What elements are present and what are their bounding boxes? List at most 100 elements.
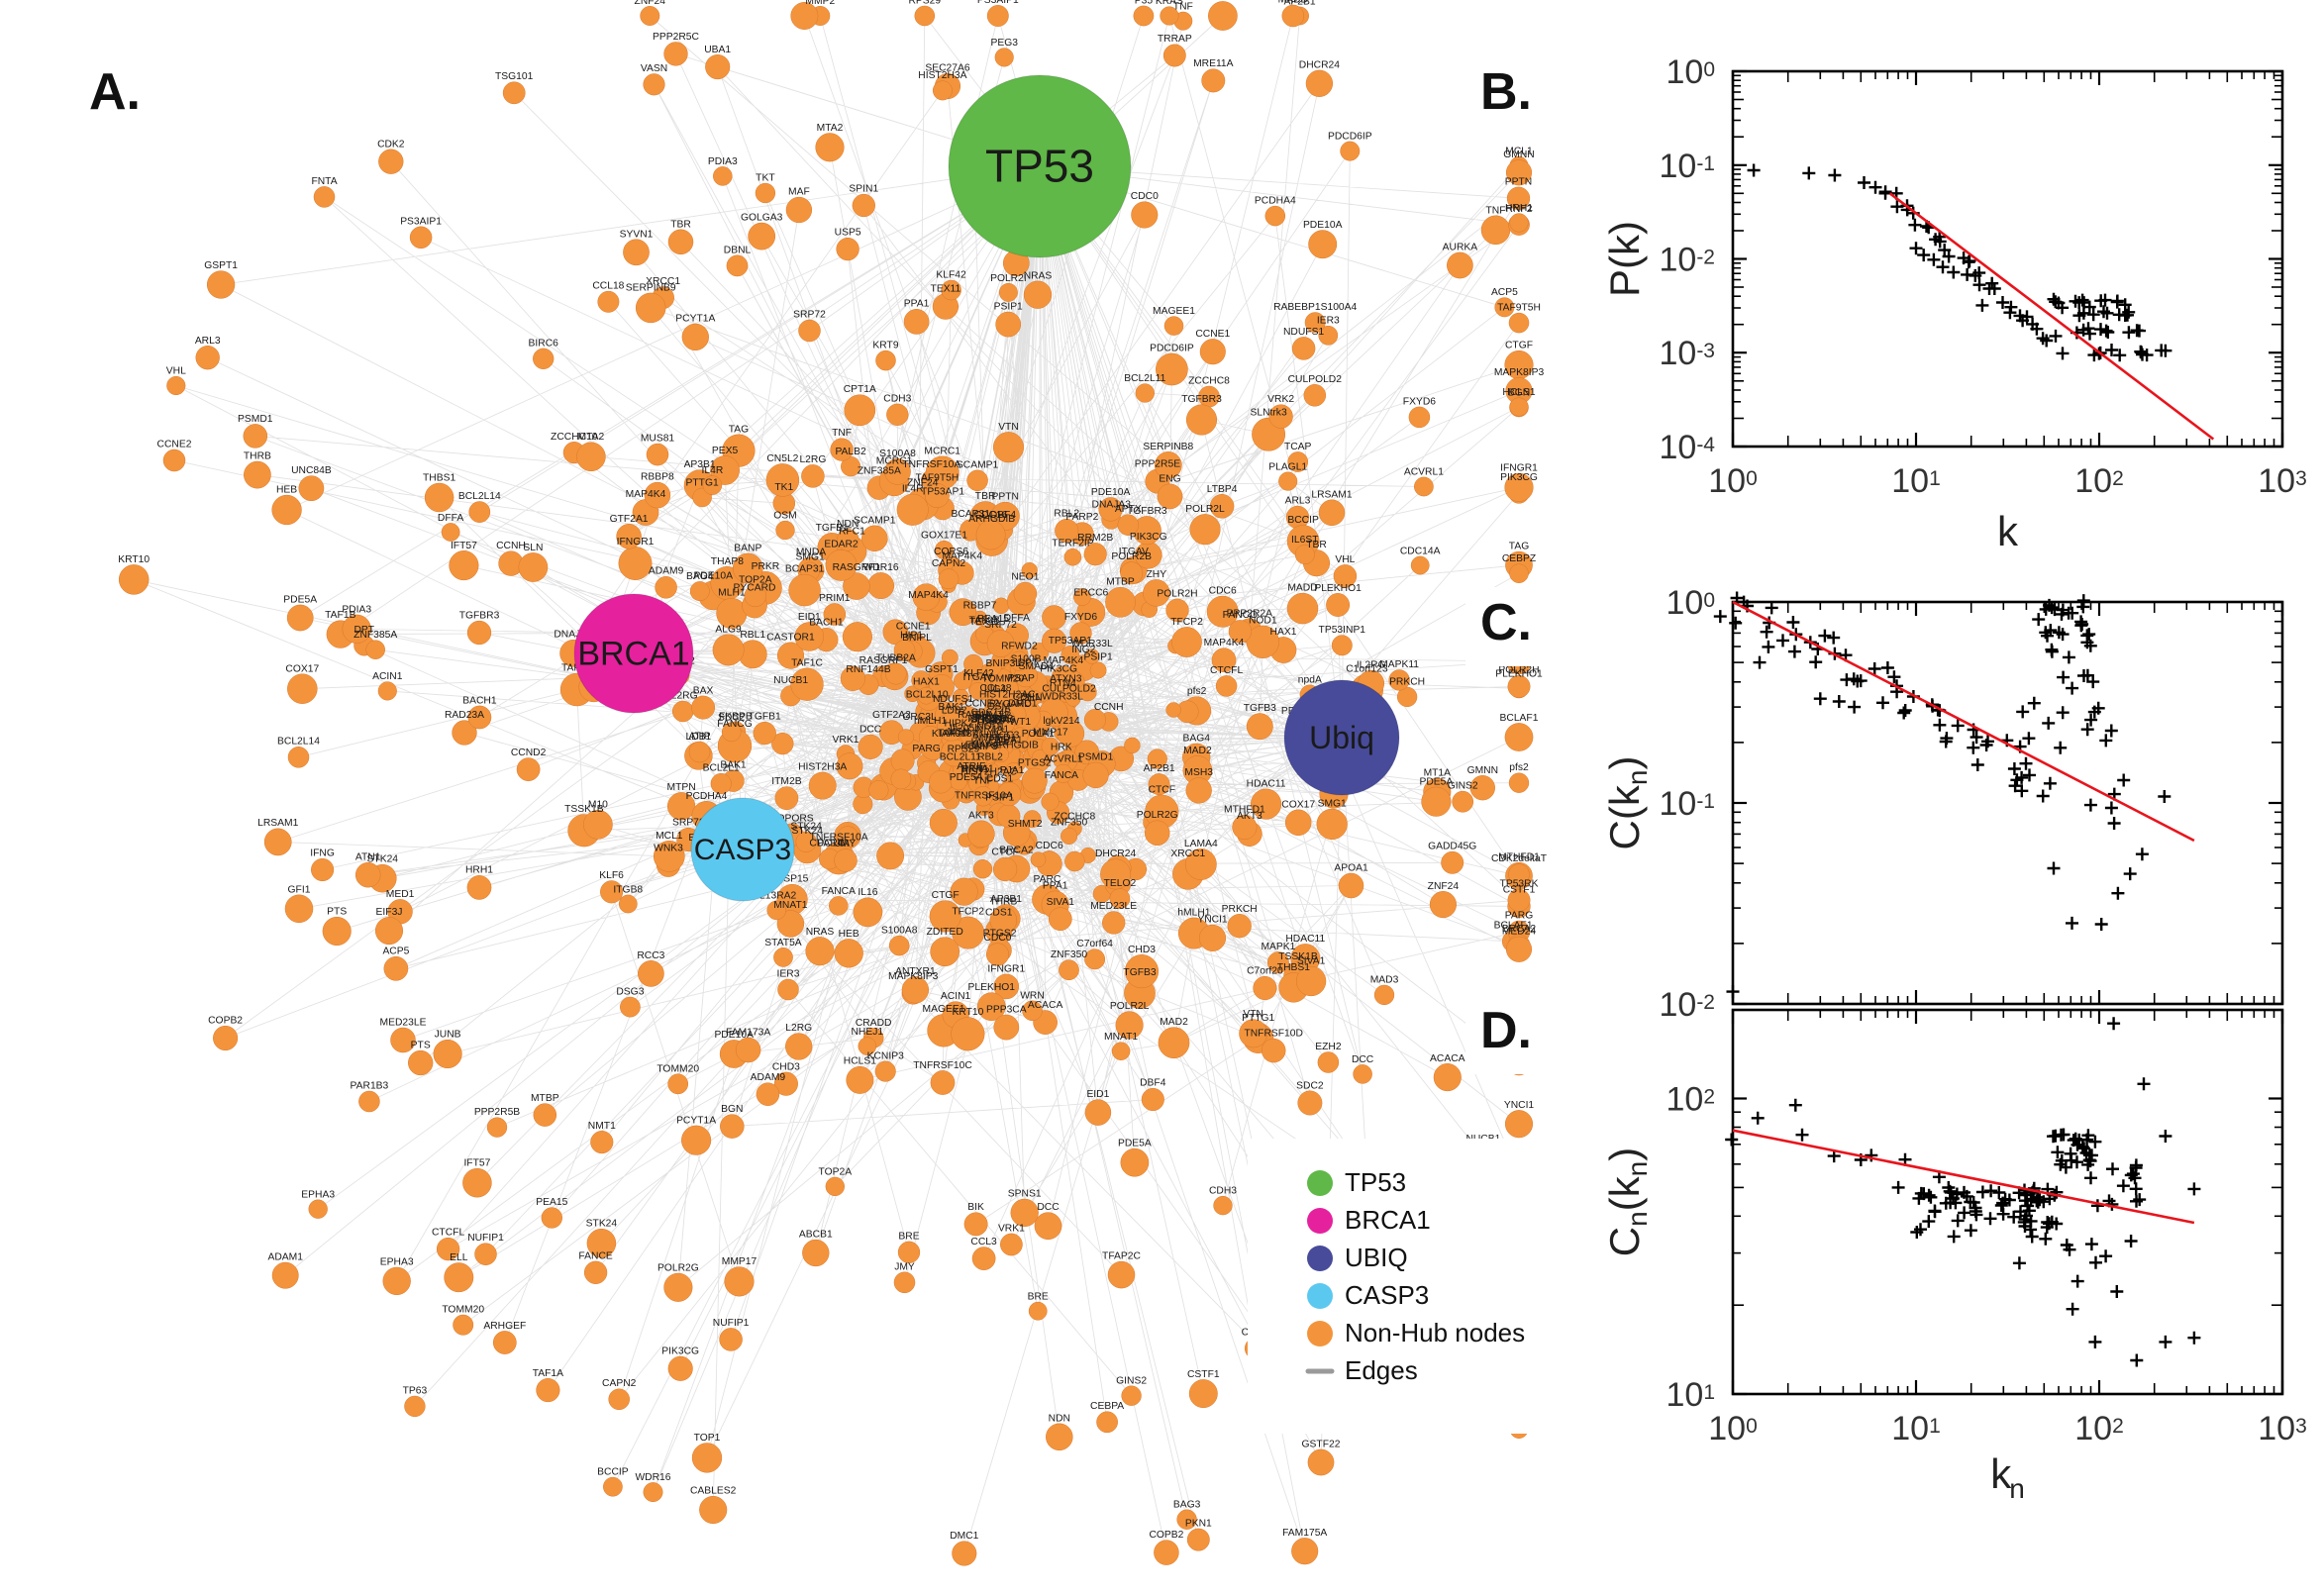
svg-text:PIK3CG: PIK3CG xyxy=(661,1347,699,1357)
svg-text:AURKA: AURKA xyxy=(1443,242,1478,252)
svg-text:MAPK1: MAPK1 xyxy=(1261,942,1295,952)
svg-text:MCL1: MCL1 xyxy=(656,831,683,842)
svg-text:pfs2: pfs2 xyxy=(1187,686,1207,697)
svg-text:BCCIP: BCCIP xyxy=(597,1467,629,1478)
svg-text:HRH1: HRH1 xyxy=(465,865,493,876)
svg-text:HIST2H3A: HIST2H3A xyxy=(918,70,966,81)
svg-text:L2RG: L2RG xyxy=(799,454,826,465)
svg-text:FANCA: FANCA xyxy=(822,886,856,897)
svg-text:EPHA3: EPHA3 xyxy=(301,1189,335,1200)
svg-text:WNK3: WNK3 xyxy=(654,844,683,854)
svg-text:IFNGR1: IFNGR1 xyxy=(1500,463,1538,474)
svg-text:ACVRL1: ACVRL1 xyxy=(1404,466,1444,477)
svg-text:BRCA1: BRCA1 xyxy=(577,636,689,673)
svg-text:GOX17E1: GOX17E1 xyxy=(921,531,967,542)
svg-text:TNF: TNF xyxy=(832,428,852,439)
svg-text:TNFRSF10C: TNFRSF10C xyxy=(913,1060,972,1071)
svg-text:BCAP31: BCAP31 xyxy=(785,564,825,575)
svg-text:TP53: TP53 xyxy=(985,141,1094,192)
svg-text:MADD: MADD xyxy=(1278,0,1308,6)
svg-text:SMG1: SMG1 xyxy=(1318,798,1347,809)
svg-text:WT1: WT1 xyxy=(1009,717,1031,728)
svg-text:BGN: BGN xyxy=(721,1104,743,1115)
svg-text:LIG4: LIG4 xyxy=(984,684,1007,695)
svg-text:USP5: USP5 xyxy=(835,228,861,239)
svg-text:TCAP: TCAP xyxy=(1284,442,1312,452)
svg-text:RRM2B: RRM2B xyxy=(1077,533,1113,544)
svg-text:PTTG1: PTTG1 xyxy=(686,478,719,489)
svg-text:LTBP4: LTBP4 xyxy=(1207,484,1238,495)
svg-text:ACP5: ACP5 xyxy=(1491,287,1518,298)
svg-text:GSPT1: GSPT1 xyxy=(204,260,238,271)
svg-text:PSIP1: PSIP1 xyxy=(1083,651,1112,662)
svg-text:CN5L2: CN5L2 xyxy=(766,453,798,464)
svg-text:VRK1: VRK1 xyxy=(833,735,859,746)
svg-text:ATN1: ATN1 xyxy=(355,852,381,863)
svg-text:DBNL: DBNL xyxy=(724,245,752,255)
svg-text:IFNGR1: IFNGR1 xyxy=(617,537,655,548)
svg-text:RBBP7: RBBP7 xyxy=(963,600,997,611)
svg-text:COPB2: COPB2 xyxy=(208,1016,243,1027)
svg-text:ANTXR1: ANTXR1 xyxy=(895,966,936,977)
svg-text:PEX5: PEX5 xyxy=(712,446,739,456)
svg-text:npdA: npdA xyxy=(1298,674,1322,685)
svg-text:SMG1: SMG1 xyxy=(796,552,825,563)
svg-text:CDC0: CDC0 xyxy=(983,933,1011,944)
svg-text:DCC: DCC xyxy=(859,725,882,736)
svg-text:MADD: MADD xyxy=(1287,583,1317,594)
svg-text:KRT10: KRT10 xyxy=(118,554,150,565)
svg-text:TBR: TBR xyxy=(670,219,691,230)
svg-text:CHD3: CHD3 xyxy=(772,1062,800,1073)
svg-text:HRH1: HRH1 xyxy=(1505,203,1533,214)
svg-text:POLR2H: POLR2H xyxy=(1157,589,1197,600)
svg-text:TGFBR3: TGFBR3 xyxy=(1181,394,1222,405)
svg-text:IFT57: IFT57 xyxy=(463,1158,490,1169)
svg-text:PIK3CG: PIK3CG xyxy=(1130,532,1167,543)
svg-text:UBA1: UBA1 xyxy=(704,45,731,55)
svg-text:ACP5: ACP5 xyxy=(382,947,409,957)
svg-text:BCL2L1: BCL2L1 xyxy=(703,763,740,774)
svg-text:RABEBP1S100A4: RABEBP1S100A4 xyxy=(1273,302,1357,313)
svg-text:YNCI1: YNCI1 xyxy=(1504,1100,1535,1111)
svg-text:ACIN1: ACIN1 xyxy=(941,991,971,1002)
svg-text:CSTF1: CSTF1 xyxy=(1187,1369,1220,1380)
svg-text:PDE5A: PDE5A xyxy=(283,594,317,605)
svg-text:TAG: TAG xyxy=(729,424,749,435)
svg-text:ADAM9: ADAM9 xyxy=(751,1072,786,1083)
svg-text:ZNF385A: ZNF385A xyxy=(858,465,901,476)
svg-text:CDH3: CDH3 xyxy=(883,393,911,404)
svg-text:FANCA: FANCA xyxy=(1045,770,1078,781)
svg-text:NR4A1: NR4A1 xyxy=(960,764,993,775)
svg-text:PEA15: PEA15 xyxy=(536,1197,567,1208)
svg-text:PRKCH: PRKCH xyxy=(1222,904,1258,915)
svg-text:GMNN: GMNN xyxy=(1467,765,1498,776)
svg-text:MUS81: MUS81 xyxy=(641,434,675,445)
svg-text:COPB2: COPB2 xyxy=(1149,1530,1183,1541)
svg-text:BRE: BRE xyxy=(1028,1292,1049,1303)
svg-text:MAD2: MAD2 xyxy=(1160,1017,1188,1028)
svg-text:IL4R: IL4R xyxy=(702,465,724,476)
svg-text:DHCR24: DHCR24 xyxy=(1095,848,1136,859)
svg-text:ARHGEF: ARHGEF xyxy=(483,1321,526,1332)
svg-text:BACH1: BACH1 xyxy=(462,695,497,706)
svg-text:RPS29: RPS29 xyxy=(908,0,941,7)
svg-text:MAD3: MAD3 xyxy=(1370,975,1399,986)
svg-text:KRT10: KRT10 xyxy=(952,1007,983,1018)
svg-text:CCL18: CCL18 xyxy=(592,281,624,292)
svg-text:HEB: HEB xyxy=(839,929,859,940)
svg-text:SDC2: SDC2 xyxy=(1296,1080,1324,1091)
svg-text:BIK: BIK xyxy=(967,1202,984,1213)
svg-text:SCAMP1: SCAMP1 xyxy=(854,515,896,526)
svg-text:B.: B. xyxy=(1480,63,1532,121)
svg-text:BAG4: BAG4 xyxy=(1182,734,1210,745)
svg-text:CAPN2: CAPN2 xyxy=(932,558,966,569)
svg-text:NDN: NDN xyxy=(837,519,858,530)
svg-text:NMT1: NMT1 xyxy=(588,1121,616,1132)
svg-text:NDUFS1: NDUFS1 xyxy=(1283,327,1324,338)
svg-text:TK1: TK1 xyxy=(774,482,793,493)
svg-text:TFCP2: TFCP2 xyxy=(952,906,984,917)
svg-text:VTN: VTN xyxy=(1243,1009,1263,1020)
svg-text:BAX: BAX xyxy=(693,685,714,696)
svg-text:MAP4K4: MAP4K4 xyxy=(1204,638,1245,648)
svg-text:PCYT1A: PCYT1A xyxy=(675,314,715,325)
